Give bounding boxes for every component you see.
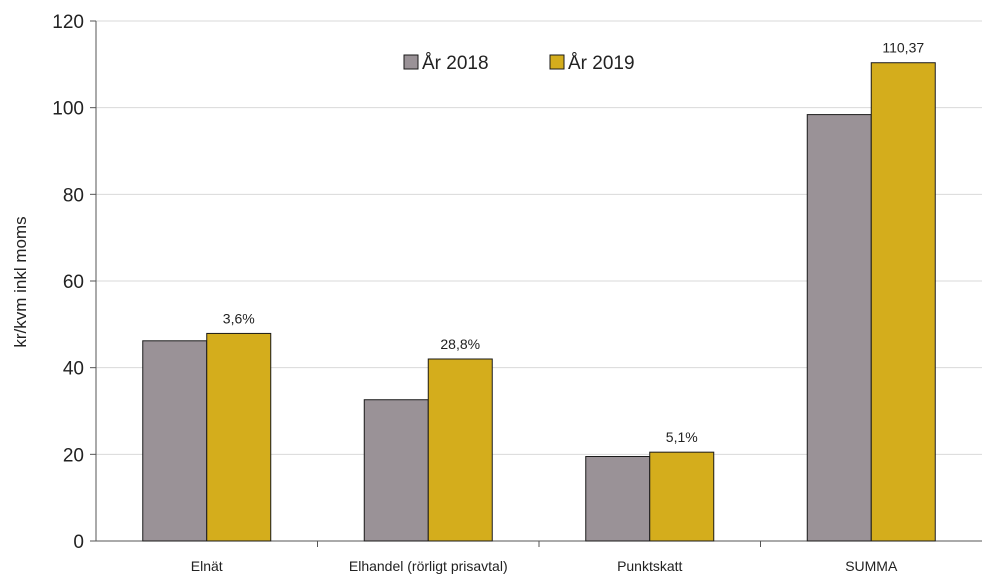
bar-2019 — [649, 451, 715, 542]
legend-label: År 2019 — [568, 53, 635, 74]
bar-2019 — [870, 62, 936, 542]
bar-2018 — [585, 456, 651, 542]
data-label: 5,1% — [666, 429, 698, 445]
y-tick-label: 20 — [63, 445, 84, 466]
y-tick-label: 120 — [52, 12, 84, 33]
bar-2018 — [363, 399, 429, 542]
legend-label: År 2018 — [422, 53, 489, 74]
y-tick-label: 100 — [52, 99, 84, 120]
bars — [142, 62, 936, 542]
bar-2019 — [206, 332, 272, 542]
bar-2018 — [806, 114, 872, 542]
legend: År 2018 År 2019 — [403, 53, 635, 74]
data-label: 28,8% — [440, 336, 480, 352]
legend-swatch — [403, 54, 419, 70]
x-tick-label: Elnät — [191, 558, 223, 574]
y-axis-title: kr/kvm inkl moms — [11, 216, 30, 347]
x-tick-label: Punktskatt — [617, 558, 682, 574]
y-tick-label: 40 — [63, 359, 84, 380]
y-tick-label: 60 — [63, 272, 84, 293]
data-label: 3,6% — [223, 310, 255, 326]
x-tick-label: Elhandel (rörligt prisavtal) — [349, 558, 508, 574]
x-tick-label: SUMMA — [845, 558, 898, 574]
y-tick-label: 80 — [63, 185, 84, 206]
data-label: 110,37 — [882, 40, 924, 56]
y-tick-label: 0 — [73, 532, 84, 553]
legend-swatch — [549, 54, 565, 70]
labels: 0 20 40 60 80 100 120 Elnät Elhandel (rörligt pr… — [52, 12, 924, 574]
bar-2018 — [142, 340, 208, 542]
bar-2019 — [427, 358, 493, 542]
